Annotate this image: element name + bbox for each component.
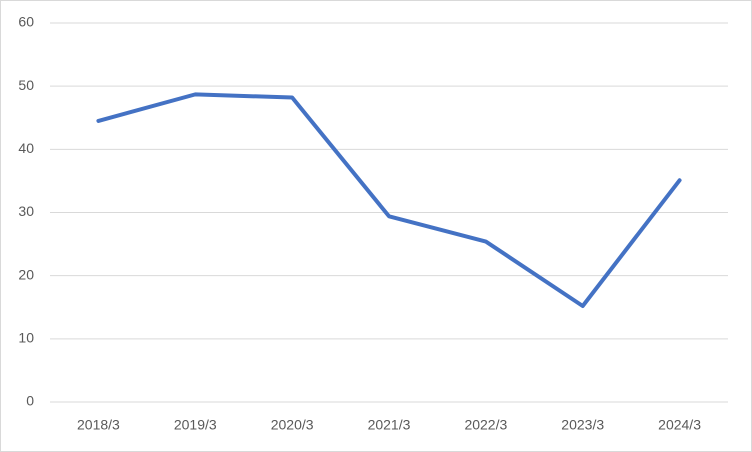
x-tick-label: 2022/3: [464, 417, 507, 433]
x-tick-label: 2020/3: [271, 417, 314, 433]
x-tick-label: 2021/3: [368, 417, 411, 433]
y-tick-label: 60: [18, 14, 34, 30]
y-tick-label: 40: [18, 140, 34, 156]
x-tick-label: 2023/3: [561, 417, 604, 433]
y-tick-label: 30: [18, 203, 34, 219]
y-tick-label: 10: [18, 330, 34, 346]
x-tick-label: 2019/3: [174, 417, 217, 433]
y-tick-label: 50: [18, 77, 34, 93]
data-line: [96, 92, 682, 308]
x-tick-label: 2024/3: [658, 417, 701, 433]
y-tick-label: 20: [18, 266, 34, 282]
x-tick-label: 2018/3: [77, 417, 120, 433]
y-tick-label: 0: [26, 393, 34, 409]
